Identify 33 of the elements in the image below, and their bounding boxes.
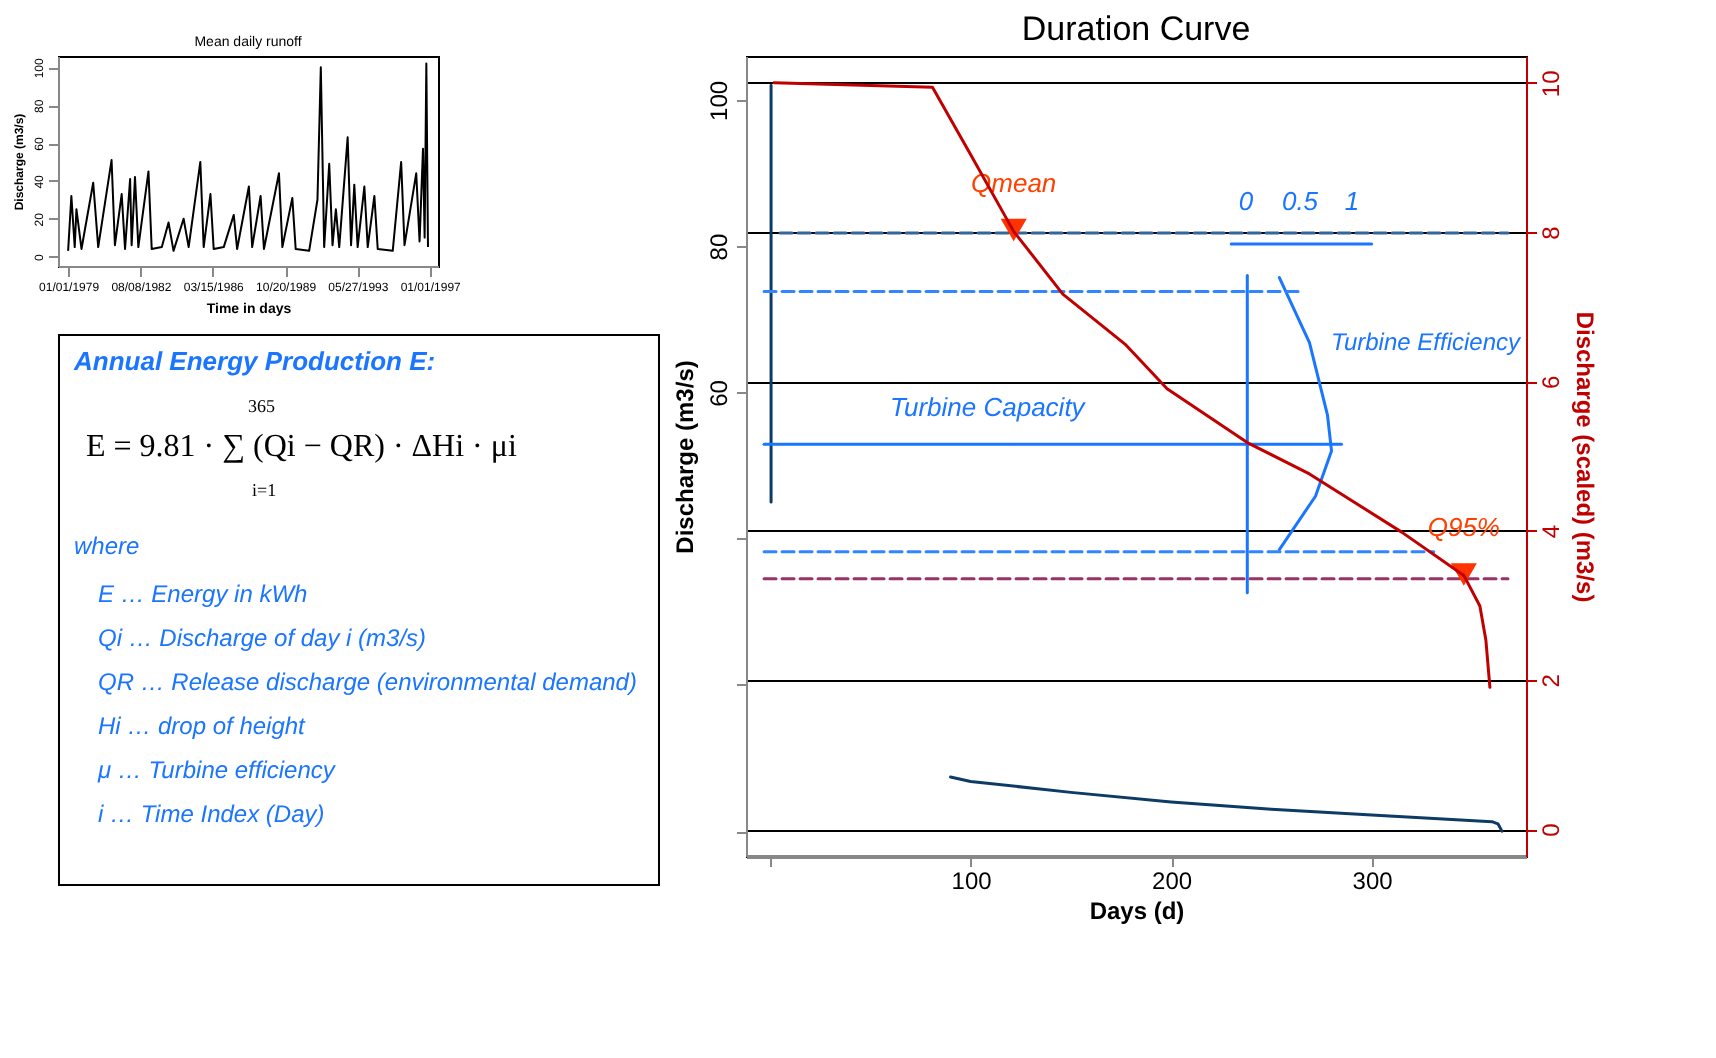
y-axis-title: Discharge (m3/s) [671, 360, 699, 554]
y2-tick-label: 4 [1537, 524, 1565, 539]
text: QR … Release discharge (environmental demand) [98, 668, 637, 696]
chart-title: Duration Curve [1021, 10, 1251, 48]
text: Qi … Discharge of day i (m3/s) [98, 624, 427, 652]
text: 365 [248, 396, 276, 416]
annotation: 0.5 [1281, 186, 1320, 216]
text: where [74, 532, 141, 560]
text: E = 9.81 · ∑ (Qi − QR) · ΔHi · μi [86, 430, 518, 464]
y2-tick-label: 10 [1537, 69, 1565, 98]
y2-tick-label: 2 [1537, 673, 1565, 688]
y-tick-label: 60 [705, 379, 733, 407]
x-axis-title: Days (d) [1089, 897, 1185, 925]
text: E … Energy in kWh [98, 580, 309, 608]
text: i … Time Index (Day) [98, 800, 325, 828]
y2-axis-title: Discharge (scaled) (m3/s) [1571, 311, 1599, 603]
y-tick-label: 80 [705, 233, 733, 261]
annotation: Turbine Efficiency [1331, 328, 1522, 356]
y2-tick-label: 0 [1537, 822, 1565, 837]
x-tick-label: 200 [1152, 867, 1193, 895]
y2-tick-label: 8 [1537, 225, 1565, 240]
y-tick-label: 100 [705, 80, 733, 121]
line-series [67, 62, 429, 252]
annotation: Turbine Capacity [890, 392, 1088, 422]
text: Hi … drop of height [98, 712, 307, 740]
text: μ … Turbine efficiency [96, 756, 337, 784]
text: Annual Energy Production E: [72, 346, 436, 376]
y2-tick-label: 6 [1537, 375, 1565, 390]
text: i=1 [252, 480, 277, 500]
annotation: 0 [1238, 186, 1255, 216]
x-tick-label: 100 [951, 867, 993, 895]
annotation: 1 [1344, 186, 1360, 216]
x-tick-label: 300 [1352, 867, 1394, 895]
